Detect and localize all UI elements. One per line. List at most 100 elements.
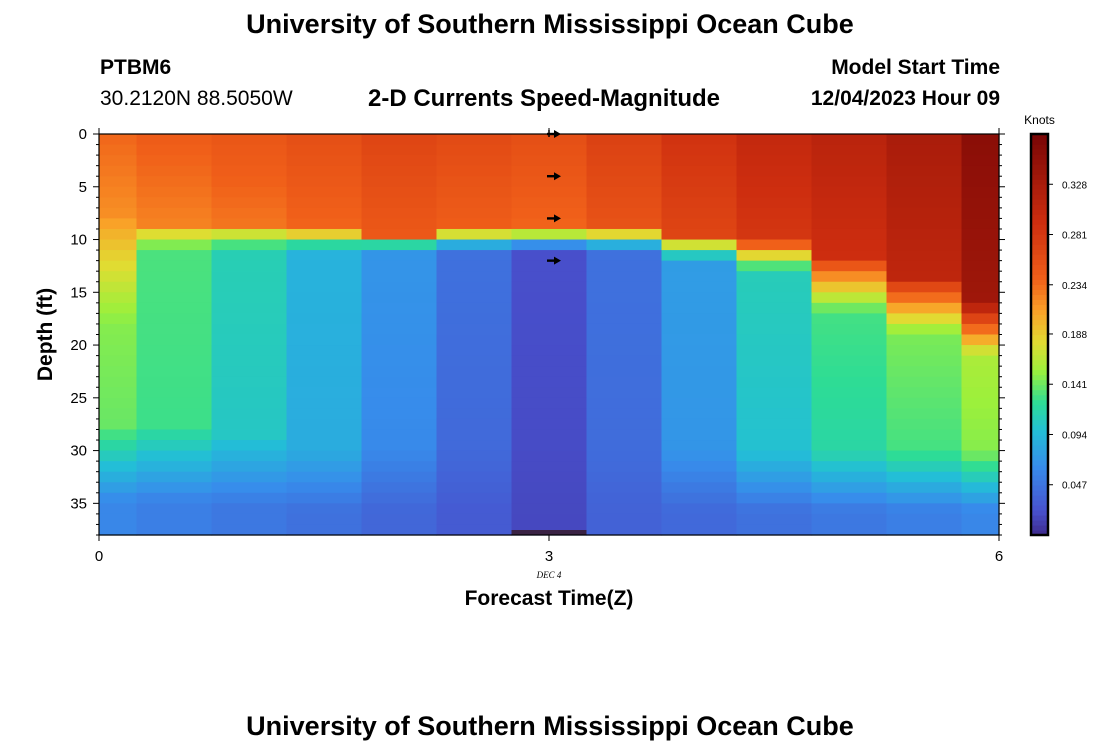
heatmap-cell <box>211 323 288 336</box>
heatmap-cell <box>99 387 138 399</box>
heatmap-cell <box>511 144 588 156</box>
heatmap-cell <box>511 492 588 504</box>
colorbar-swatch <box>1031 384 1048 391</box>
heatmap-cell <box>811 144 888 156</box>
colorbar-swatch <box>1031 474 1048 481</box>
heatmap-cell <box>586 271 663 283</box>
heatmap-cell <box>211 366 288 378</box>
y-tick-label: 10 <box>70 232 87 249</box>
heatmap-cell <box>961 503 1000 515</box>
heatmap-cell <box>661 207 738 220</box>
heatmap-cell <box>661 366 738 378</box>
heatmap-cell <box>661 503 738 515</box>
heatmap-cell <box>586 492 663 504</box>
heatmap-cell <box>886 165 963 177</box>
colorbar-swatch <box>1031 224 1048 230</box>
heatmap-column <box>211 134 288 536</box>
heatmap-cell <box>736 218 813 230</box>
heatmap-cell <box>286 482 363 494</box>
colorbar-swatch <box>1031 414 1048 421</box>
colorbar-swatch <box>1031 404 1048 411</box>
heatmap-cell <box>286 197 363 209</box>
heatmap-cell <box>961 165 1000 177</box>
colorbar-tick-label: 0.141 <box>1062 380 1087 391</box>
heatmap-cell <box>586 397 663 409</box>
heatmap-cell <box>736 292 813 304</box>
heatmap-cell <box>286 450 363 462</box>
heatmap-cell <box>136 461 213 473</box>
colorbar-swatch <box>1031 344 1048 351</box>
heatmap-cell <box>661 387 738 399</box>
heatmap-cell <box>136 292 213 304</box>
heatmap-cell <box>511 376 588 388</box>
colorbar-swatch <box>1031 354 1048 361</box>
heatmap-cell <box>661 418 738 431</box>
heatmap-cell <box>736 492 813 504</box>
x-tick-label: 6 <box>995 548 1003 565</box>
heatmap-cell <box>136 260 213 272</box>
heatmap-cell <box>961 144 1000 156</box>
heatmap-cell <box>99 250 138 262</box>
colorbar-swatch <box>1031 229 1048 235</box>
model-start-value: 12/04/2023 Hour 09 <box>810 87 1000 110</box>
heatmap-cell <box>436 197 513 209</box>
colorbar-swatch <box>1031 329 1048 336</box>
heatmap-cell <box>286 492 363 504</box>
heatmap-cell <box>211 165 288 177</box>
heatmap-cell <box>511 271 588 283</box>
heatmap-cell <box>736 260 813 272</box>
heatmap-cell <box>136 134 213 146</box>
heatmap-cell <box>886 376 963 388</box>
heatmap-cell <box>99 345 138 357</box>
heatmap-cell <box>886 239 963 251</box>
heatmap-cell <box>286 524 363 536</box>
heatmap-cell <box>99 429 138 441</box>
heatmap-cell <box>436 186 513 198</box>
heatmap-cell <box>886 513 963 526</box>
heatmap-cell <box>961 418 1000 431</box>
colorbar-swatch <box>1031 184 1048 190</box>
heatmap-cell <box>361 440 438 452</box>
heatmap-cell <box>511 207 588 220</box>
heatmap-cell <box>286 207 363 220</box>
colorbar-frame <box>1029 132 1050 537</box>
heatmap-cell <box>586 250 663 262</box>
heatmap-cell <box>211 207 288 220</box>
heatmap-cell <box>211 376 288 388</box>
heatmap-cell <box>586 281 663 293</box>
heatmap-cell <box>586 418 663 431</box>
heatmap-cell <box>511 323 588 336</box>
heatmap-cell <box>136 450 213 462</box>
colorbar-tick-label: 0.234 <box>1062 281 1087 292</box>
heatmap-cell <box>661 250 738 262</box>
heatmap-cell <box>361 450 438 462</box>
heatmap-cell <box>886 418 963 431</box>
heatmap-cell <box>211 471 288 483</box>
heatmap-cell <box>286 471 363 483</box>
colorbar-tick-label: 0.281 <box>1062 231 1087 242</box>
heatmap-cell <box>586 323 663 336</box>
heatmap-cell <box>586 345 663 357</box>
heatmap-cell <box>736 418 813 431</box>
heatmap-cell <box>661 397 738 409</box>
heatmap-cell <box>886 345 963 357</box>
heatmap-cell <box>811 492 888 504</box>
heatmap-cell <box>286 376 363 388</box>
heatmap-cell <box>961 239 1000 251</box>
heatmap-cell <box>661 482 738 494</box>
heatmap-cell <box>736 302 813 314</box>
heatmap-cell <box>736 408 813 420</box>
heatmap-cell <box>586 239 663 251</box>
heatmap-cell <box>436 134 513 146</box>
heatmap-cell <box>361 461 438 473</box>
heatmap-cell <box>736 155 813 167</box>
heatmap-cell <box>586 334 663 346</box>
heatmap-cell <box>961 302 1000 314</box>
heatmap-cell <box>286 176 363 188</box>
heatmap-cell <box>811 345 888 357</box>
colorbar-swatch <box>1031 519 1048 526</box>
heatmap-cell <box>511 218 588 230</box>
heatmap-cell <box>736 239 813 251</box>
heatmap-cell <box>286 461 363 473</box>
heatmap-cell <box>886 408 963 420</box>
